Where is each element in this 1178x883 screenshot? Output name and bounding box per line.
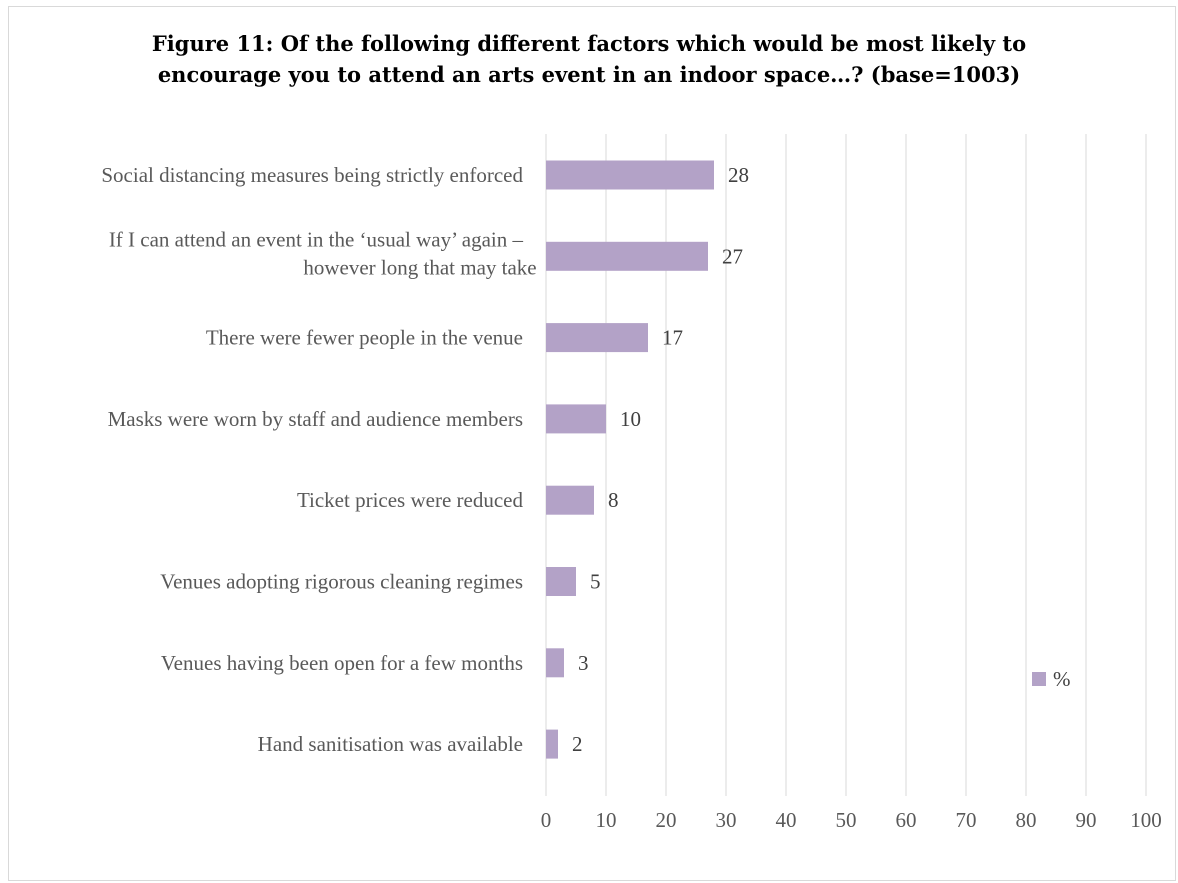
x-tick-label-50: 50 [836,808,857,832]
category-label-6: Venues having been open for a few months [161,651,523,675]
category-label-1-line-1: however long that may take [303,255,536,279]
chart-frame [8,6,1176,881]
legend-swatch [1032,672,1046,686]
data-label-5: 5 [590,570,601,594]
chart-title: Figure 11: Of the following different fa… [0,28,1178,90]
category-label-4: Ticket prices were reduced [297,488,524,512]
x-tick-label-20: 20 [656,808,677,832]
x-tick-label-100: 100 [1130,808,1162,832]
data-label-7: 2 [572,732,583,756]
legend-label: % [1053,667,1071,691]
bar-3 [546,404,606,434]
chart-title-line-1: Figure 11: Of the following different fa… [151,31,1027,56]
bar-1 [546,241,708,271]
category-label-3: Masks were worn by staff and audience me… [108,407,523,431]
x-tick-label-60: 60 [896,808,917,832]
bar-5 [546,567,576,596]
data-label-0: 28 [728,163,749,187]
x-tick-label-30: 30 [716,808,737,832]
bar-0 [546,160,714,190]
x-tick-label-80: 80 [1016,808,1037,832]
bar-7 [546,729,558,759]
data-label-6: 3 [578,651,589,675]
data-label-1: 27 [722,244,743,268]
x-tick-label-70: 70 [956,808,977,832]
data-label-3: 10 [620,407,641,431]
data-label-4: 8 [608,488,619,512]
x-tick-label-0: 0 [541,808,552,832]
bar-2 [546,323,648,353]
data-label-2: 17 [662,326,683,350]
category-label-1: If I can attend an event in the ‘usual w… [109,227,537,279]
chart-title-line-2: encourage you to attend an arts event in… [157,62,1021,87]
category-label-0: Social distancing measures being strictl… [101,163,523,187]
bar-6 [546,648,564,678]
category-label-2: There were fewer people in the venue [206,326,523,350]
category-label-1-line-0: If I can attend an event in the ‘usual w… [109,227,524,251]
category-label-7: Hand sanitisation was available [258,732,523,756]
category-label-5: Venues adopting rigorous cleaning regime… [160,570,523,594]
x-tick-label-10: 10 [596,808,617,832]
bar-4 [546,485,594,515]
x-tick-label-90: 90 [1076,808,1097,832]
x-tick-label-40: 40 [776,808,797,832]
